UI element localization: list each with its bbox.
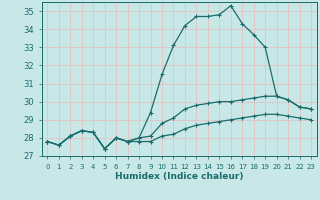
X-axis label: Humidex (Indice chaleur): Humidex (Indice chaleur): [115, 172, 244, 181]
